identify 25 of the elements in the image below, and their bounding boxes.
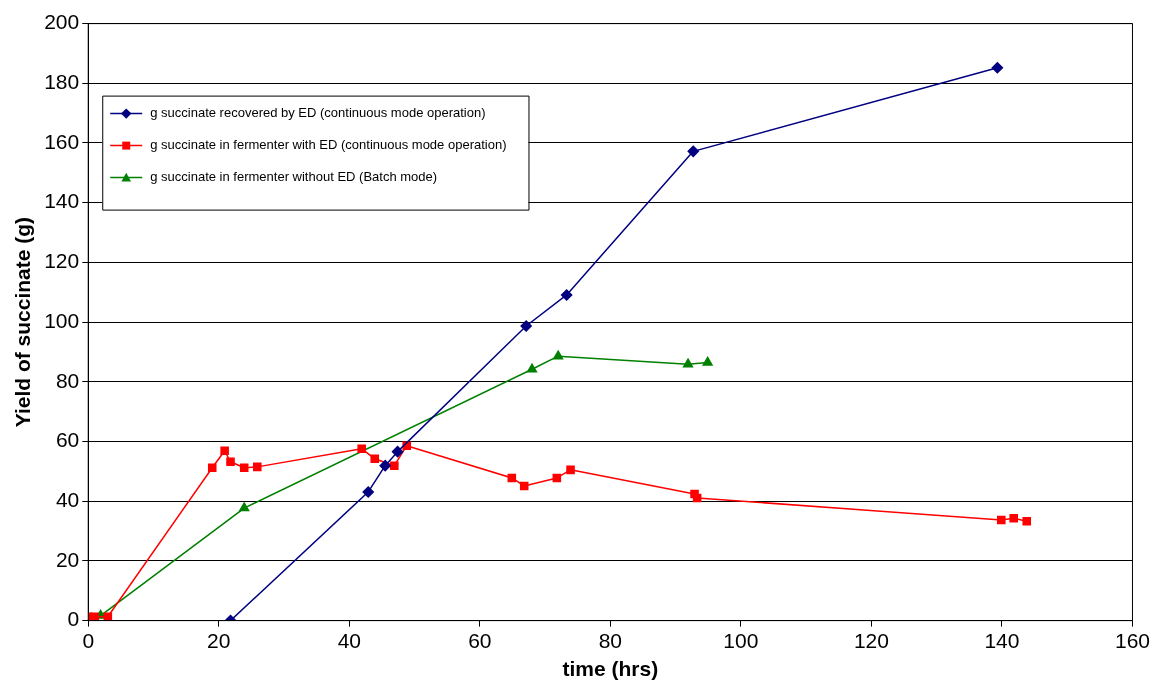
- y-tick-label: 60: [55, 428, 80, 452]
- x-tick-label: 140: [984, 629, 1020, 652]
- x-tick-label: 100: [723, 629, 759, 652]
- y-tick-label: 200: [44, 10, 80, 34]
- y-axis-title: Yield of succinate (g): [11, 216, 35, 428]
- y-tick-label: 140: [44, 189, 80, 213]
- y-tick-label: 80: [55, 368, 80, 392]
- y-tick-label: 180: [44, 70, 80, 94]
- x-tick-label: 20: [207, 629, 231, 652]
- y-tick-label: 0: [67, 607, 80, 631]
- x-tick-label: 60: [468, 629, 492, 652]
- y-tick-label: 120: [44, 249, 80, 273]
- x-tick-label: 160: [1114, 629, 1150, 652]
- y-tick-label: 20: [55, 547, 80, 571]
- x-tick-label: 120: [853, 629, 889, 652]
- y-tick-label: 100: [44, 308, 80, 332]
- y-tick-label: 40: [55, 488, 80, 511]
- x-axis-title: time (hrs): [562, 657, 659, 681]
- x-tick-label: 80: [598, 629, 623, 652]
- legend-label: g succinate recovered by ED (continuous mode operation): [150, 105, 486, 121]
- x-tick-label: 0: [82, 629, 95, 652]
- legend-label: g succinate in fermenter without ED (Batch mode): [150, 169, 438, 185]
- x-tick-label: 40: [337, 629, 361, 652]
- y-tick-label: 160: [44, 129, 80, 153]
- legend-label: g succinate in fermenter with ED (continuous mode operation): [150, 137, 507, 153]
